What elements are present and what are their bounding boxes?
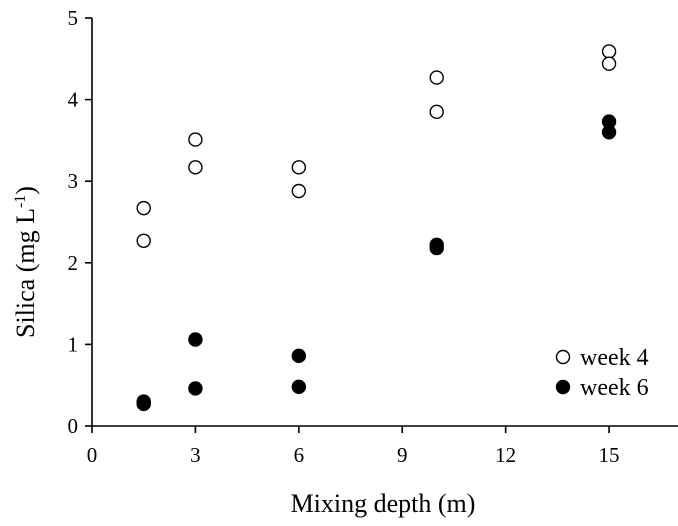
x-tick-label: 9 [397, 443, 408, 467]
y-tick-label: 0 [68, 414, 79, 438]
data-point-week-4 [292, 161, 305, 174]
data-point-week-4 [137, 234, 150, 247]
y-axis-title-superscript: -1 [12, 195, 29, 208]
y-axis-title-main: Silica (mg L [11, 208, 40, 338]
legend: week 4 week 6 [557, 345, 649, 401]
y-tick-label: 1 [68, 332, 79, 356]
data-point-week-4 [603, 45, 616, 58]
legend-label-week-4: week 4 [580, 345, 649, 371]
data-point-week-4 [430, 105, 443, 118]
data-point-week-4 [292, 184, 305, 197]
y-axis-title-close: ) [11, 186, 40, 195]
y-tick-label: 5 [68, 6, 79, 30]
data-point-week-6 [189, 382, 202, 395]
y-tick-label: 4 [68, 88, 79, 112]
data-point-week-6 [137, 397, 150, 410]
data-point-week-4 [189, 161, 202, 174]
data-point-week-6 [603, 126, 616, 139]
x-axis-title: Mixing depth (m) [291, 489, 476, 518]
x-tick-label: 6 [294, 443, 305, 467]
data-point-week-6 [430, 242, 443, 255]
x-tick-label: 15 [599, 443, 620, 467]
x-tick-label: 3 [190, 443, 201, 467]
data-point-week-6 [292, 349, 305, 362]
data-point-week-4 [189, 133, 202, 146]
legend-label-week-6: week 6 [580, 375, 649, 401]
data-point-week-6 [189, 333, 202, 346]
legend-marker-week-6 [557, 381, 570, 394]
x-tick-label: 12 [495, 443, 516, 467]
y-tick-label: 2 [68, 251, 79, 275]
data-point-week-4 [137, 202, 150, 215]
data-point-week-6 [292, 380, 305, 393]
y-tick-label: 3 [68, 169, 79, 193]
legend-marker-week-4 [557, 351, 570, 364]
data-point-week-4 [430, 71, 443, 84]
x-tick-label: 0 [87, 443, 98, 467]
data-point-week-4 [603, 57, 616, 70]
y-axis-title: Silica (mg L-1) [11, 186, 40, 338]
data-points [137, 45, 615, 411]
